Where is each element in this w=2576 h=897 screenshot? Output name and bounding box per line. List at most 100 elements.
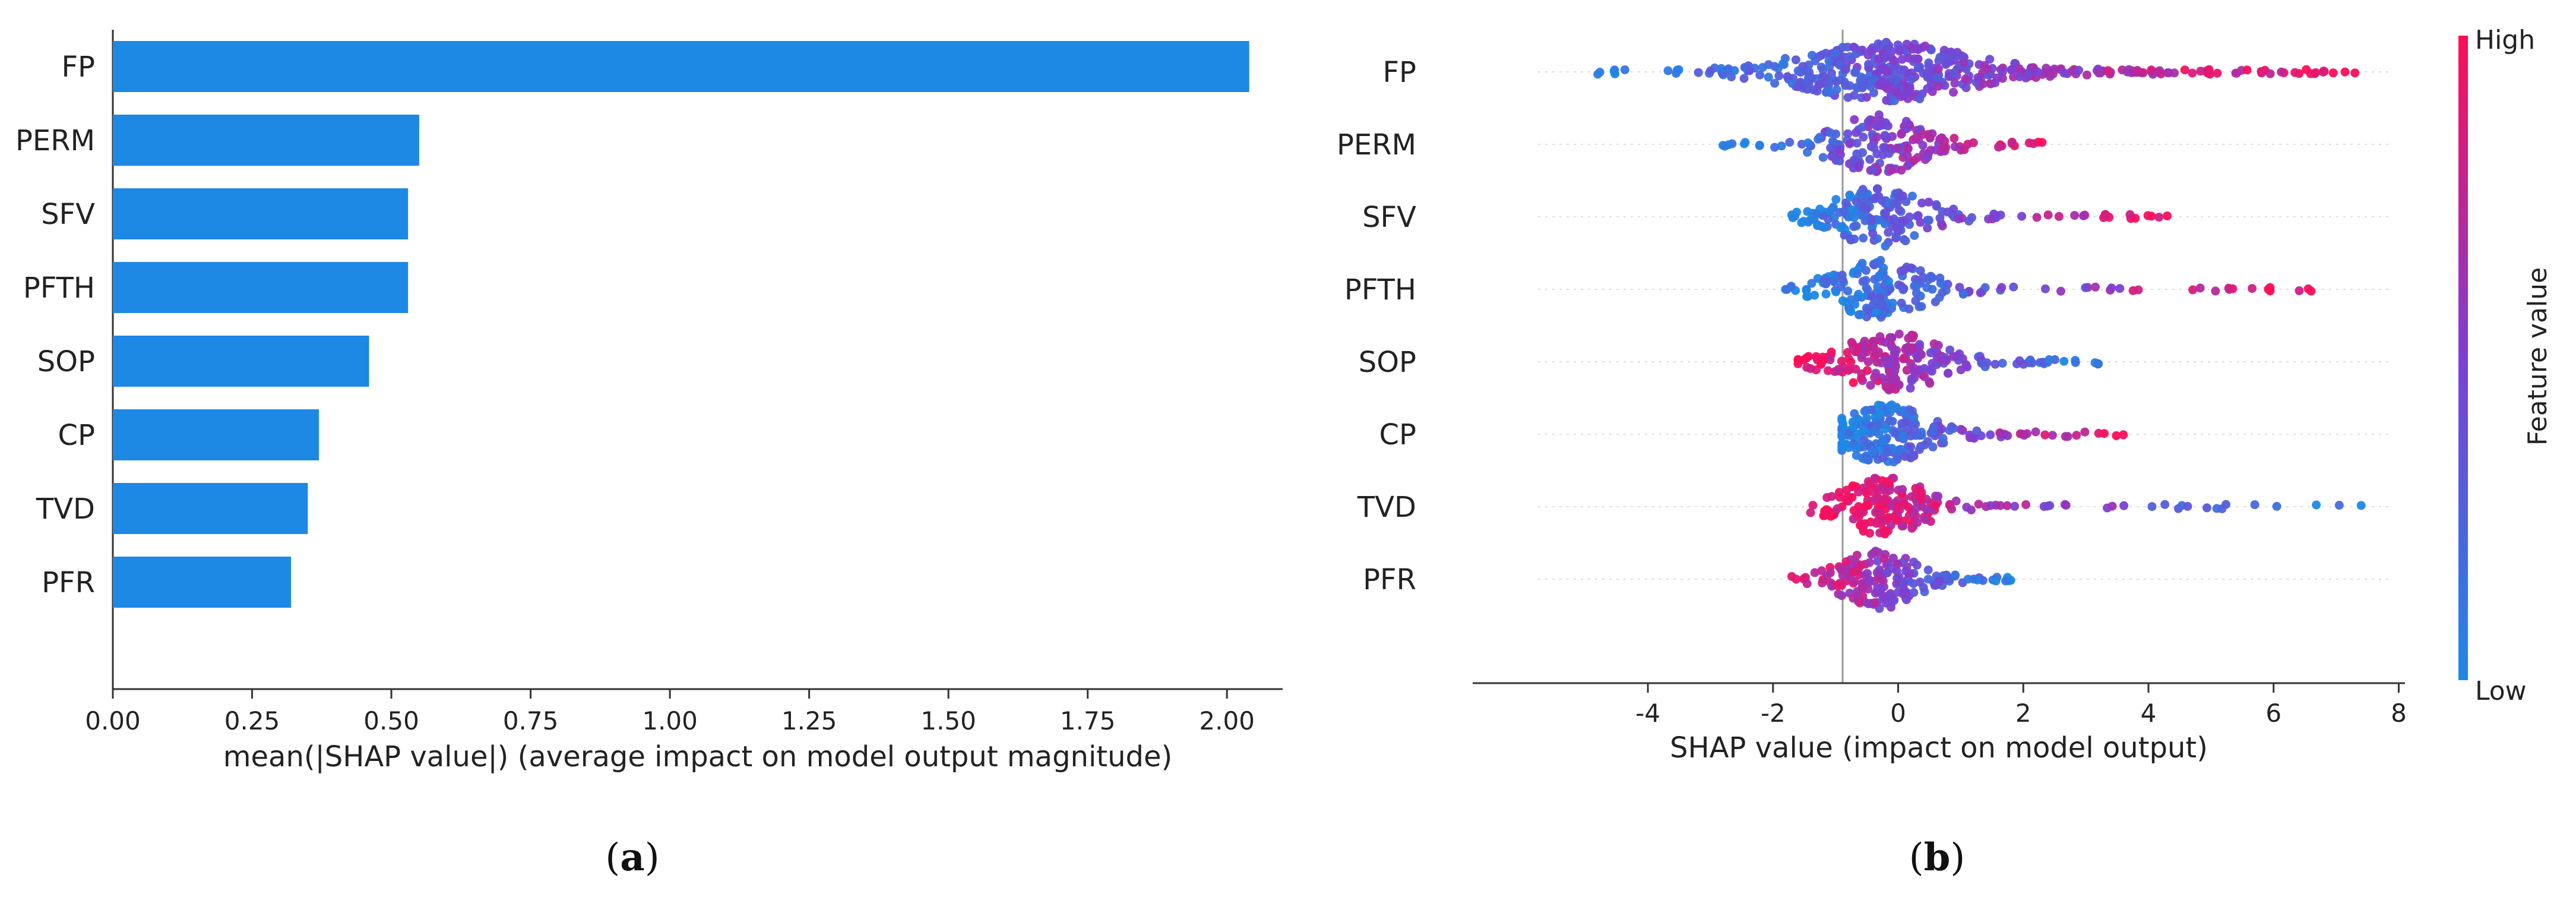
- beeswarm-point-fp: [2094, 68, 2104, 78]
- beeswarm-point-pfth: [1976, 288, 1985, 298]
- beeswarm-point-fp: [2242, 65, 2252, 75]
- beeswarm-point-fp: [1705, 66, 1715, 75]
- beeswarm-point-perm: [1936, 134, 1945, 143]
- beeswarm-point-sop: [1940, 355, 1950, 364]
- beeswarm-point-fp: [1933, 81, 1943, 91]
- beeswarm-point-pfr: [1912, 560, 1922, 570]
- beeswarm-point-cp: [1916, 441, 1925, 451]
- panel-b-category-label: SOP: [1359, 346, 1416, 379]
- beeswarm-point-tvd: [1861, 501, 1871, 510]
- beeswarm-point-sfv: [1910, 231, 1919, 240]
- beeswarm-point-tvd: [1867, 482, 1876, 491]
- beeswarm-point-fp: [2319, 67, 2328, 76]
- beeswarm-point-pfr: [1838, 571, 1847, 580]
- beeswarm-point-perm: [1857, 122, 1867, 132]
- beeswarm-point-pfr: [1901, 567, 1910, 576]
- beeswarm-point-cp: [1915, 431, 1925, 440]
- panel-a-tick-label: 0.25: [224, 706, 280, 735]
- colorbar-low-label: Low: [2475, 676, 2527, 706]
- beeswarm-point-pfth: [1874, 258, 1884, 268]
- panel-a-bar-chart: FP PERM SFV PFTH SOP CP TVD PFR 0.00 0.25 0.50 0.7…: [15, 30, 1283, 880]
- beeswarm-point-tvd: [2039, 502, 2049, 511]
- beeswarm-point-sfv: [1881, 241, 1890, 251]
- beeswarm-point-pfth: [1843, 286, 1853, 296]
- beeswarm-point-fp: [1831, 49, 1840, 59]
- beeswarm-point-sop: [1944, 368, 1953, 378]
- beeswarm-point-tvd: [1806, 508, 1815, 517]
- beeswarm-point-fp: [1957, 51, 1966, 61]
- beeswarm-point-fp: [1745, 66, 1754, 75]
- beeswarm-point-pfth: [1875, 300, 1884, 309]
- beeswarm-point-fp: [1793, 82, 1803, 91]
- beeswarm-point-cp: [1891, 403, 1901, 412]
- beeswarm-point-pfth: [2195, 283, 2205, 293]
- beeswarm-point-pfth: [2115, 284, 2125, 293]
- beeswarm-point-tvd: [1847, 492, 1857, 502]
- beeswarm-point-tvd: [1859, 519, 1869, 529]
- beeswarm-point-pfth: [1922, 283, 1932, 292]
- beeswarm-point-sop: [1872, 358, 1882, 367]
- panel-b-tick-label: 2: [2015, 699, 2031, 728]
- beeswarm-point-pfr: [1892, 579, 1901, 589]
- beeswarm-point-pfth: [1899, 284, 1909, 293]
- beeswarm-point-fp: [1998, 74, 2007, 83]
- beeswarm-point-tvd: [2250, 500, 2259, 510]
- beeswarm-point-fp: [2188, 68, 2197, 78]
- beeswarm-point-perm: [1845, 139, 1855, 149]
- bar-pfr: [113, 557, 292, 608]
- panel-a-category-label: SFV: [41, 198, 95, 231]
- beeswarm-point-fp: [1920, 41, 1930, 50]
- beeswarm-point-perm: [1960, 145, 1969, 154]
- beeswarm-point-sop: [1868, 339, 1878, 348]
- beeswarm-point-fp: [1811, 56, 1820, 65]
- beeswarm-point-tvd: [1834, 488, 1844, 497]
- beeswarm-point-tvd: [1870, 473, 1879, 483]
- panel-a-tick-label: 0.00: [85, 706, 141, 735]
- beeswarm-point-tvd: [1898, 485, 1907, 494]
- beeswarm-point-sop: [1891, 375, 1901, 384]
- beeswarm-point-tvd: [2147, 502, 2157, 511]
- colorbar: [2458, 36, 2468, 680]
- beeswarm-point-sop: [1910, 367, 1919, 377]
- beeswarm-point-pfr: [1963, 574, 1973, 584]
- beeswarm-point-fp: [2311, 68, 2321, 77]
- beeswarm-point-sop: [2093, 359, 2103, 369]
- beeswarm-point-tvd: [1862, 489, 1872, 498]
- panel-a-tick-label: 2.00: [1199, 706, 1255, 735]
- beeswarm-point-cp: [2000, 429, 2009, 439]
- beeswarm-point-sop: [1866, 381, 1875, 390]
- beeswarm-point-fp: [1907, 74, 1917, 84]
- panel-b-category-label: SFV: [1362, 201, 1416, 234]
- beeswarm-point-tvd: [2334, 501, 2344, 510]
- beeswarm-point-sfv: [1840, 230, 1849, 240]
- beeswarm-point-cp: [1893, 453, 1902, 462]
- beeswarm-point-sop: [1927, 367, 1936, 376]
- beeswarm-point-fp: [1913, 54, 1923, 64]
- beeswarm-point-perm: [1888, 132, 1897, 141]
- beeswarm-point-sfv: [1894, 205, 1904, 214]
- beeswarm-point-pfth: [1870, 274, 1879, 284]
- beeswarm-point-fp: [1770, 62, 1779, 71]
- beeswarm-point-sfv: [1872, 184, 1882, 194]
- beeswarm-point-sfv: [1880, 219, 1890, 229]
- beeswarm-point-fp: [1905, 84, 1914, 93]
- beeswarm-point-pfr: [1852, 551, 1862, 560]
- panel-a-category-label: TVD: [36, 492, 95, 526]
- beeswarm-point-tvd: [2002, 501, 2012, 510]
- beeswarm-point-pfth: [1912, 282, 1921, 292]
- beeswarm-point-fp: [1904, 53, 1913, 63]
- panel-b-category-label: CP: [1379, 418, 1416, 451]
- panel-b-tick-label: -4: [1635, 699, 1660, 728]
- beeswarm-point-tvd: [2183, 501, 2192, 511]
- beeswarm-point-pfth: [2009, 282, 2018, 292]
- beeswarm-point-sfv: [1799, 217, 1808, 226]
- beeswarm-point-cp: [1882, 448, 1892, 457]
- beeswarm-point-cp: [1868, 427, 1878, 437]
- beeswarm-point-sfv: [1831, 195, 1841, 204]
- beeswarm-point-fp: [2015, 72, 2024, 81]
- beeswarm-point-perm: [1852, 138, 1862, 148]
- beeswarm-point-pfth: [2107, 283, 2116, 293]
- beeswarm-point-fp: [1933, 64, 1943, 74]
- beeswarm-point-pfth: [2295, 286, 2304, 295]
- beeswarm-point-fp: [2067, 67, 2077, 76]
